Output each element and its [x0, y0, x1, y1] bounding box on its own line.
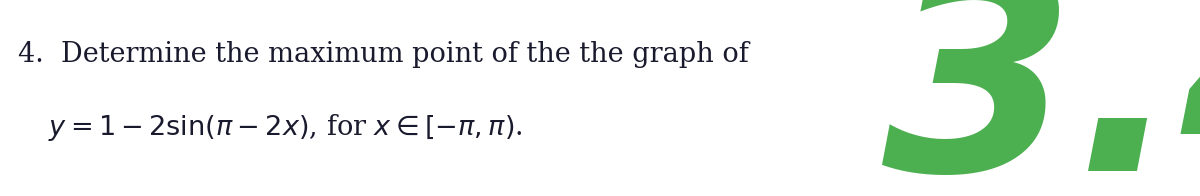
Text: 4.  Determine the maximum point of the the graph of: 4. Determine the maximum point of the th… — [18, 41, 749, 68]
Text: $y = 1 - 2\sin(\pi - 2x)$, for $x \in [-\pi, \pi)$.: $y = 1 - 2\sin(\pi - 2x)$, for $x \in [-… — [48, 112, 523, 143]
Text: 3.4: 3.4 — [882, 0, 1200, 196]
